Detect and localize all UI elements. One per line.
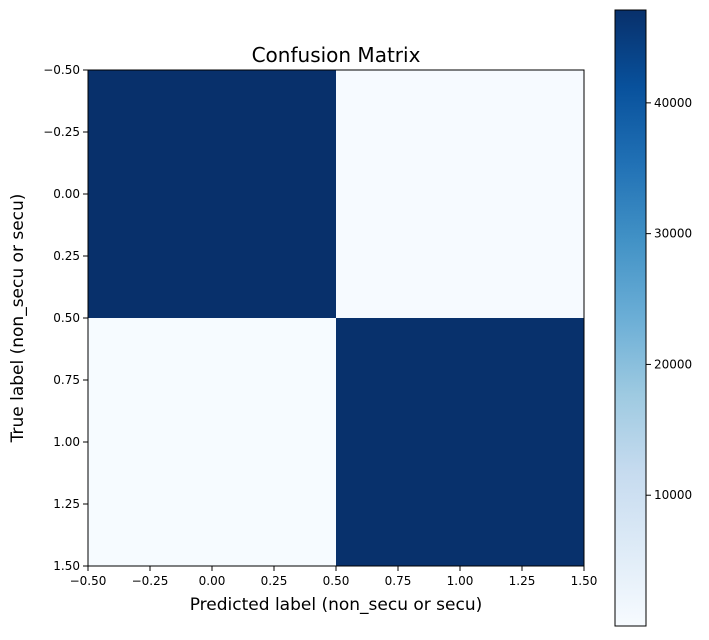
chart-title: Confusion Matrix [252, 43, 421, 67]
y-tick-label: −0.25 [43, 125, 80, 139]
y-tick-label: 0.75 [53, 373, 80, 387]
x-tick-label: 1.00 [447, 574, 474, 588]
colorbar-tick-label: 20000 [654, 357, 692, 371]
y-tick-label: 1.50 [53, 559, 80, 573]
x-tick-label: 1.50 [571, 574, 598, 588]
x-tick-label: 0.50 [323, 574, 350, 588]
colorbar [614, 9, 647, 627]
colorbar-tick-label: 10000 [654, 488, 692, 502]
x-tick-label: 0.75 [385, 574, 412, 588]
cell-0-0 [88, 70, 336, 318]
y-tick-label: 0.25 [53, 249, 80, 263]
x-tick-label: 1.25 [509, 574, 536, 588]
y-tick-label: 0.00 [53, 187, 80, 201]
x-tick-label: −0.25 [132, 574, 169, 588]
colorbar-tick-label: 30000 [654, 227, 692, 241]
y-tick-label: 1.25 [53, 497, 80, 511]
x-tick-label: 0.25 [261, 574, 288, 588]
y-tick-label: −0.50 [43, 63, 80, 77]
y-tick-label: 1.00 [53, 435, 80, 449]
cell-1-0 [88, 318, 336, 566]
colorbar-tick-label: 40000 [654, 96, 692, 110]
x-tick-label: 0.00 [199, 574, 226, 588]
cell-1-1 [336, 318, 584, 566]
cell-0-1 [336, 70, 584, 318]
y-axis-label: True label (non_secu or secu) [8, 194, 28, 444]
y-tick-label: 0.50 [53, 311, 80, 325]
x-tick-label: −0.50 [70, 574, 107, 588]
x-axis-label: Predicted label (non_secu or secu) [190, 595, 483, 615]
